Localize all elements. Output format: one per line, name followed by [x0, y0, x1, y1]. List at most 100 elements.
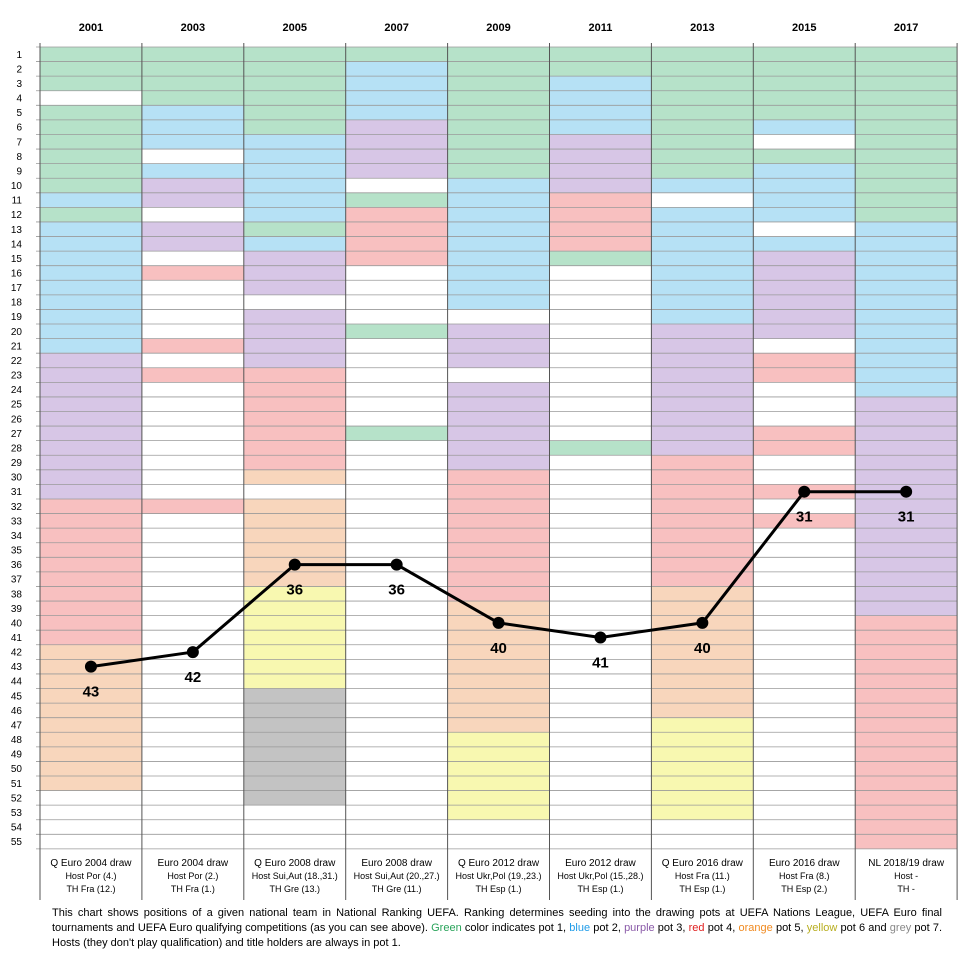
- rank-tick-label: 6: [16, 123, 22, 134]
- rank-tick-label: 3: [16, 79, 22, 90]
- rank-tick-label: 38: [11, 589, 23, 600]
- pot-band-pot-5: [243, 469, 346, 485]
- year-header: 2001: [79, 22, 103, 34]
- ranking-point: [492, 616, 505, 629]
- ranking-chart: 2001 2003 2005 2007 2009 2011 2013 2015 2017 123…: [11, 22, 958, 900]
- ranking-value-label: 31: [898, 509, 915, 526]
- rank-tick-label: 47: [11, 720, 23, 731]
- draw-caption-title: Q Euro 2004 draw: [50, 858, 132, 869]
- pot-band-pot-4: [141, 367, 244, 383]
- rank-tick-label: 27: [11, 429, 23, 440]
- footer-text-6: pot 5,: [772, 922, 807, 934]
- pot-band-pot-4: [243, 367, 346, 470]
- ranking-point: [594, 631, 607, 644]
- draw-caption-host: Host Por (2.): [167, 871, 218, 881]
- pot-band-pot-1: [345, 192, 448, 208]
- year-header: 2011: [589, 22, 613, 34]
- footer-word-yellow: yellow: [806, 922, 838, 934]
- draw-captions: Q Euro 2004 draw Host Por (4.) TH Fra (12.…: [50, 858, 944, 894]
- footer-word-blue: blue: [569, 922, 591, 934]
- ranking-point: [186, 646, 199, 659]
- grid-lines: [36, 46, 958, 850]
- ranking-point: [84, 660, 97, 673]
- ranking-value-label: 31: [796, 509, 813, 526]
- rank-tick-label: 2: [16, 64, 22, 75]
- draw-caption-title-holder: TH Esp (2.): [781, 884, 827, 894]
- pot-band-none: [141, 149, 244, 164]
- year-headers: 2001 2003 2005 2007 2009 2011 2013 2015 2017: [79, 22, 919, 34]
- year-header: 2013: [690, 22, 714, 34]
- ranking-value-label: 36: [286, 582, 303, 599]
- pot-band-pot-2: [753, 119, 856, 135]
- footer-word-purple: purple: [624, 922, 655, 934]
- pot-band-none: [243, 805, 346, 849]
- rank-tick-label: 30: [11, 473, 23, 484]
- rank-tick-label: 13: [11, 225, 23, 236]
- chart-description: This chart shows positions of a given na…: [52, 906, 942, 951]
- year-header: 2017: [894, 22, 918, 34]
- pot-band-pot-2: [651, 178, 754, 193]
- rank-tick-label: 52: [11, 793, 23, 804]
- pot-band-pot-3: [243, 251, 346, 295]
- pot-band-pot-6: [243, 586, 346, 689]
- rank-tick-label: 43: [11, 662, 23, 673]
- pot-band-none: [753, 498, 856, 514]
- rank-tick-label: 33: [11, 516, 23, 527]
- ranking-value-label: 36: [388, 582, 405, 599]
- pot-band-pot-1: [753, 149, 856, 164]
- rank-tick-label: 42: [11, 648, 23, 659]
- pot-band-none: [651, 192, 754, 208]
- rank-tick-label: 34: [11, 531, 23, 542]
- draw-caption-title-holder: TH -: [897, 884, 915, 894]
- rank-tick-label: 21: [11, 341, 23, 352]
- draw-caption-host: Host Ukr,Pol (15.,28.): [557, 871, 643, 881]
- rank-tick-label: 54: [11, 823, 23, 834]
- draw-caption-host: Host Sui,Aut (20.,27.): [354, 871, 440, 881]
- draw-caption-title-holder: TH Fra (12.): [66, 884, 115, 894]
- rank-tick-label: 24: [11, 385, 23, 396]
- rank-tick-label: 40: [11, 618, 23, 629]
- rank-tick-label: 10: [11, 181, 23, 192]
- rank-tick-label: 22: [11, 356, 23, 367]
- draw-caption-title: Euro 2008 draw: [361, 858, 432, 869]
- footer-text-1: This chart shows positions of a given na…: [52, 907, 942, 934]
- pot-band-pot-4: [447, 469, 550, 602]
- ranking-points: [84, 485, 913, 673]
- ranking-point: [288, 558, 301, 571]
- rank-tick-label: 36: [11, 560, 23, 571]
- pot-band-pot-4: [141, 265, 244, 281]
- footer-text-7: pot 6 and: [837, 922, 890, 934]
- rank-tick-label: 4: [16, 94, 22, 105]
- draw-caption-host: Host Fra (11.): [675, 871, 730, 881]
- pot-band-none: [345, 178, 448, 193]
- pot-band-pot-1: [753, 47, 856, 120]
- draw-caption-host: Host -: [894, 871, 918, 881]
- pot-band-pot-1: [447, 47, 550, 179]
- rank-tick-label: 46: [11, 706, 23, 717]
- rank-tick-label: 1: [16, 50, 22, 61]
- rank-tick-label: 49: [11, 750, 23, 761]
- draw-caption-title-holder: TH Esp (1.): [577, 884, 623, 894]
- pot-band-none: [447, 309, 550, 325]
- footer-text-8: pot 7. Hosts (they don't play qualificat…: [52, 922, 943, 949]
- pot-band-none: [40, 90, 142, 106]
- pot-band-pot-2: [40, 192, 142, 208]
- rank-tick-label: 55: [11, 837, 23, 848]
- ranking-value-labels: 43 42 36 36 40 41 40 31 31: [83, 509, 915, 701]
- pot-band-none: [141, 513, 244, 849]
- pot-band-none: [753, 338, 856, 354]
- pot-band-pot-3: [855, 396, 958, 616]
- pot-band-none: [243, 294, 346, 310]
- rank-tick-label: 37: [11, 575, 23, 586]
- rank-tick-label: 12: [11, 210, 23, 221]
- draw-caption-title: Euro 2004 draw: [158, 858, 229, 869]
- pot-band-pot-2: [141, 163, 244, 179]
- rank-tick-label: 31: [11, 487, 23, 498]
- pot-band-none: [753, 382, 856, 427]
- ranking-point: [798, 485, 811, 498]
- pot-band-none: [141, 353, 244, 368]
- pot-band-none: [753, 134, 856, 150]
- draw-caption-host: Host Por (4.): [65, 871, 116, 881]
- rank-tick-label: 26: [11, 414, 23, 425]
- draw-caption-title: Euro 2012 draw: [565, 858, 636, 869]
